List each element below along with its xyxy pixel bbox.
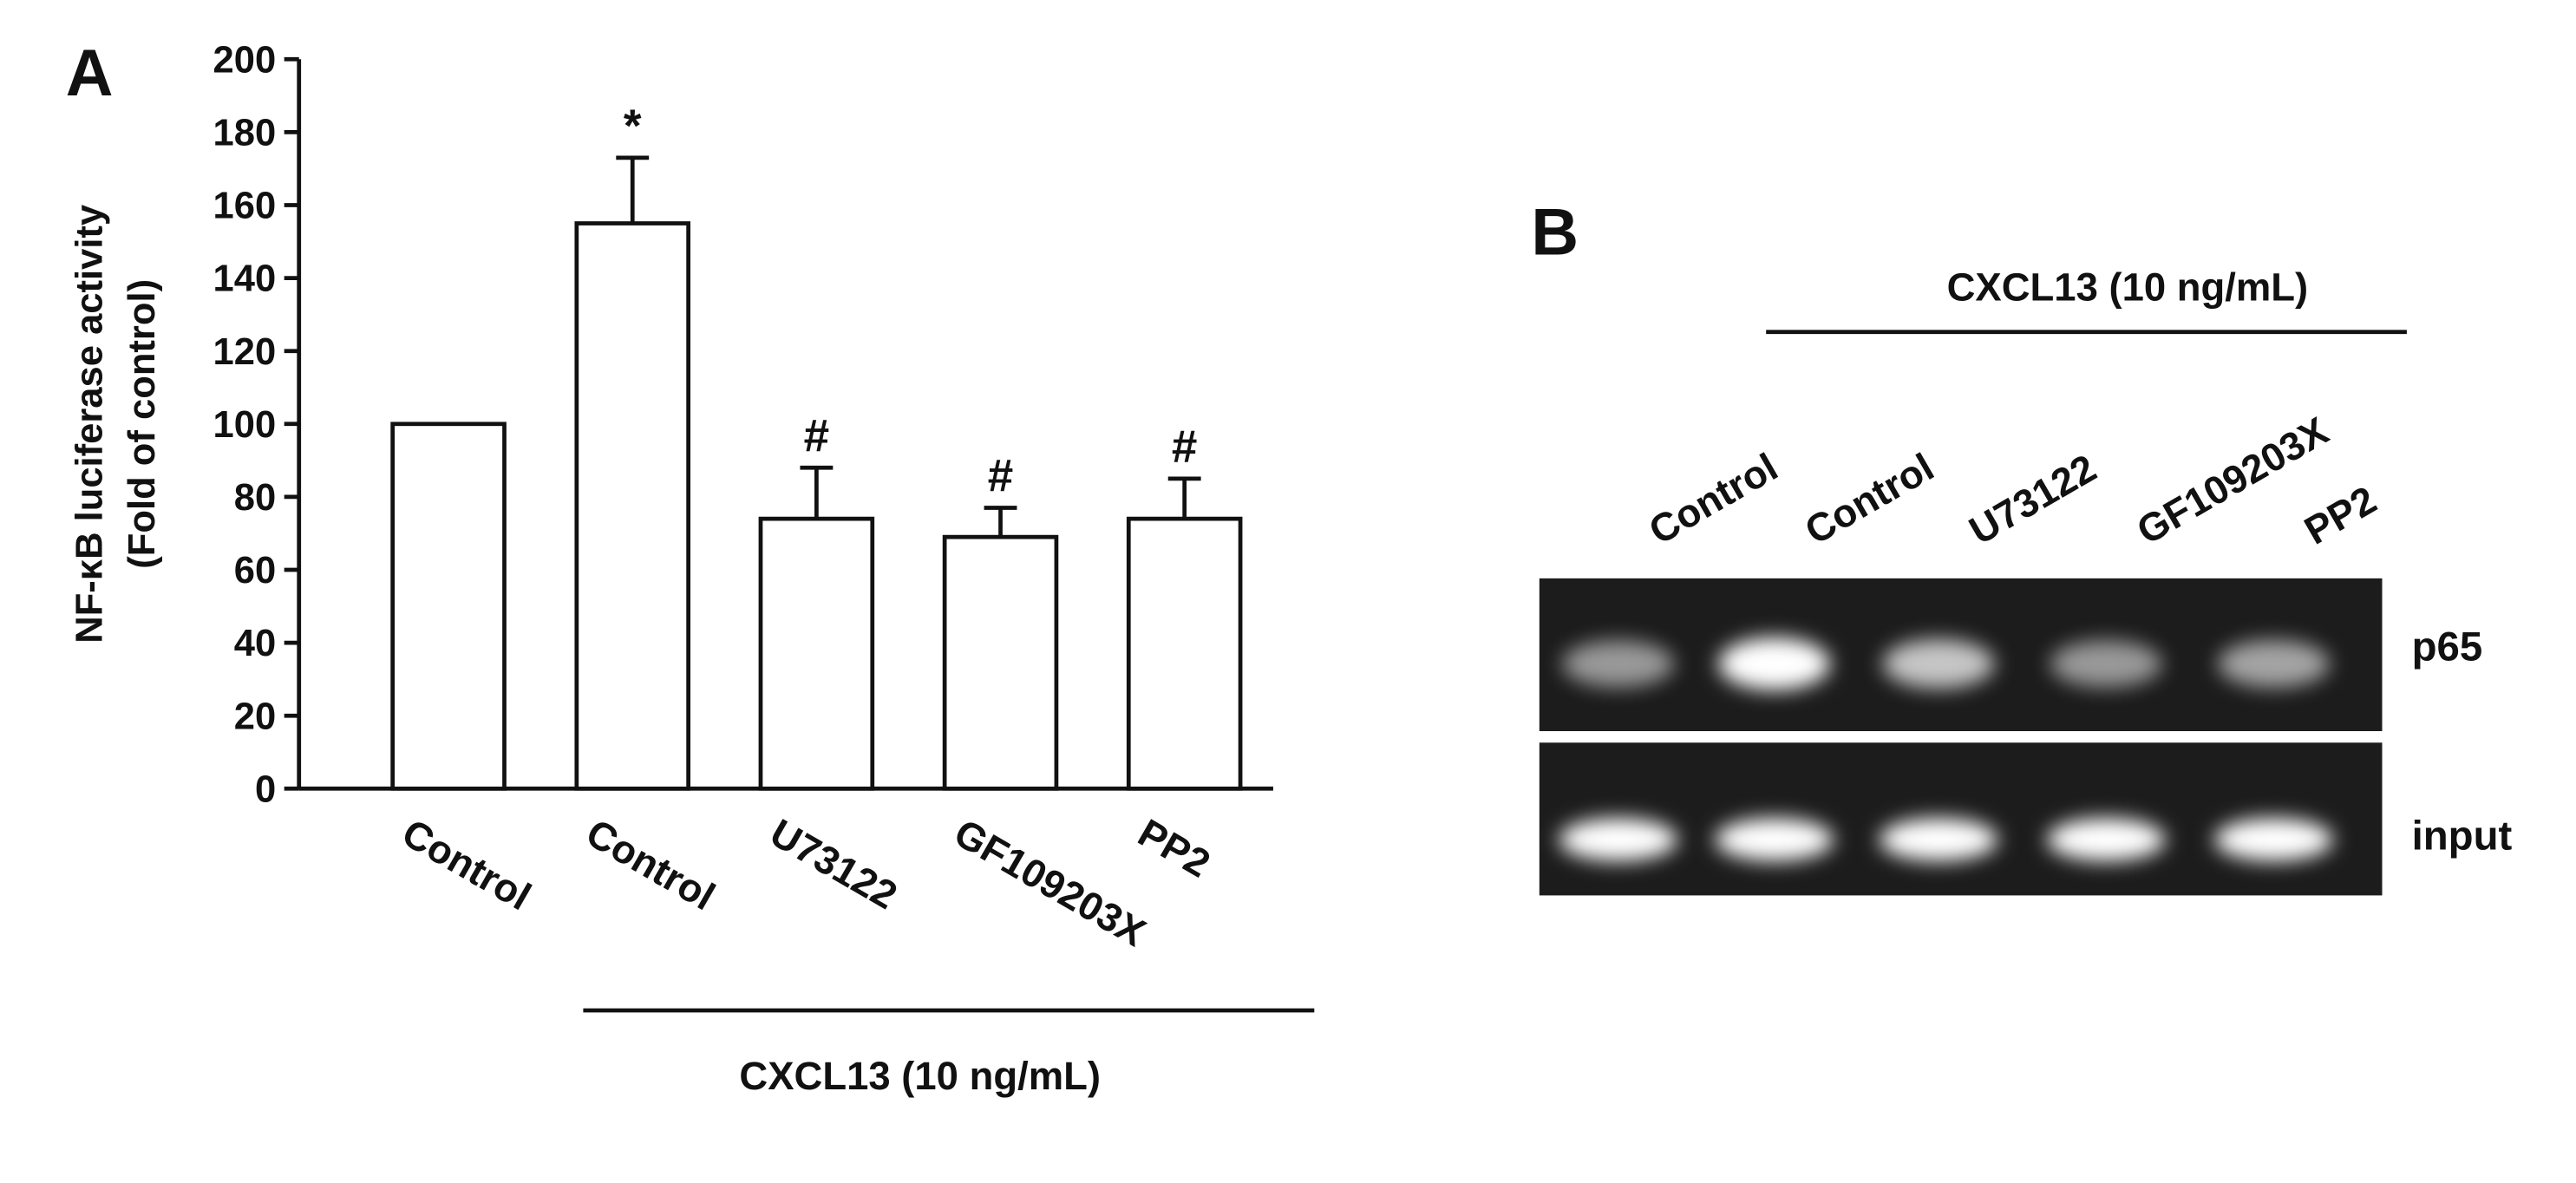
lane-label: GF109203X xyxy=(2129,408,2336,553)
gel-band xyxy=(1562,640,1675,688)
y-tick-label: 120 xyxy=(213,331,277,373)
gel-band xyxy=(2214,818,2333,861)
x-tick-label: U73122 xyxy=(763,810,905,918)
y-tick-label: 80 xyxy=(234,477,276,519)
y-axis-label: NF-κB luciferase activity xyxy=(69,205,110,644)
row-label: input xyxy=(2412,813,2513,859)
significance-marker: # xyxy=(804,410,830,461)
row-label: p65 xyxy=(2412,624,2483,670)
gel-band xyxy=(1882,638,1995,689)
panel-label: A xyxy=(66,36,114,110)
x-tick-label: PP2 xyxy=(1131,810,1218,886)
x-tick-label: Control xyxy=(395,810,538,918)
significance-marker: * xyxy=(624,101,642,152)
y-tick-label: 140 xyxy=(213,258,277,300)
gel-band xyxy=(1559,818,1677,861)
gel-band xyxy=(2218,640,2330,688)
gel-band xyxy=(1879,818,1998,861)
y-tick-label: 40 xyxy=(234,623,276,664)
x-tick-label: Control xyxy=(579,810,722,918)
x-tick-label: GF109203X xyxy=(947,810,1154,955)
gel-band xyxy=(1715,818,1834,861)
gel-band xyxy=(2047,818,2166,861)
y-tick-label: 20 xyxy=(234,696,276,737)
significance-marker: # xyxy=(1172,422,1198,473)
gel-band xyxy=(1718,637,1831,690)
y-tick-label: 0 xyxy=(255,768,276,810)
bar xyxy=(758,516,875,791)
lane-label: Control xyxy=(1642,445,1785,553)
gel-row xyxy=(1539,742,2383,896)
y-tick-label: 160 xyxy=(213,186,277,227)
bar xyxy=(942,534,1059,791)
group-label: CXCL13 (10 ng/mL) xyxy=(1947,265,2309,310)
y-tick-label: 200 xyxy=(213,39,277,81)
lane-label: Control xyxy=(1798,445,1941,553)
y-tick-label: 180 xyxy=(213,113,277,154)
group-label: CXCL13 (10 ng/mL) xyxy=(739,1054,1101,1098)
bar xyxy=(1126,516,1243,791)
y-tick-label: 60 xyxy=(234,550,276,592)
bar xyxy=(390,422,507,791)
gel-band xyxy=(2050,640,2162,688)
y-axis-label: (Fold of control) xyxy=(121,279,163,569)
bar xyxy=(574,221,691,791)
y-tick-label: 100 xyxy=(213,404,277,446)
significance-marker: # xyxy=(988,451,1014,502)
lane-label: U73122 xyxy=(1962,446,2103,553)
lane-label: PP2 xyxy=(2297,478,2383,553)
panel-label: B xyxy=(1531,196,1579,270)
